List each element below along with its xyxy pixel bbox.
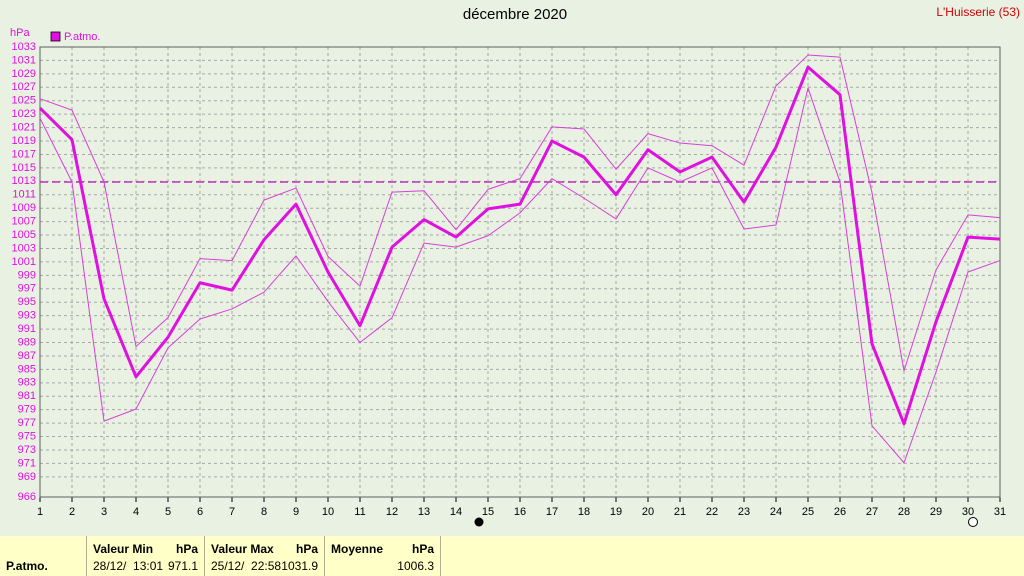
chart: décembre 2020 L'Huisserie (53) hPa 96696… xyxy=(10,5,1020,527)
x-tick-label: 31 xyxy=(994,506,1006,518)
y-tick-label: 1027 xyxy=(12,81,36,93)
y-tick-label: 981 xyxy=(18,390,36,402)
header: Valeur Max xyxy=(211,542,274,556)
y-tick-label: 973 xyxy=(18,444,36,456)
y-tick-label: 1031 xyxy=(12,54,36,66)
unit: hPa xyxy=(411,542,434,556)
x-tick-label: 30 xyxy=(962,506,974,518)
x-tick-label: 13 xyxy=(418,506,430,518)
y-tick-label: 983 xyxy=(18,377,36,389)
y-tick-label: 997 xyxy=(18,283,36,295)
y-tick-label: 1009 xyxy=(12,202,36,214)
x-tick-label: 25 xyxy=(802,506,814,518)
x-tick-label: 8 xyxy=(261,506,267,518)
cell: Valeur Max hPa 25/12/ 22:58 1031.9 xyxy=(205,536,325,576)
y-tick-label: 1015 xyxy=(12,162,36,174)
header: Moyenne xyxy=(331,542,384,556)
series-label: P.atmo. xyxy=(6,559,48,573)
x-tick-label: 2 xyxy=(69,506,75,518)
y-tick-label: 1023 xyxy=(12,108,36,120)
moon-icon xyxy=(968,517,978,527)
series-line xyxy=(38,65,1001,426)
y-tick-label: 993 xyxy=(18,310,36,322)
y-tick-label: 1001 xyxy=(12,256,36,268)
y-tick-label: 1011 xyxy=(12,189,36,201)
x-tick-label: 18 xyxy=(578,506,590,518)
y-tick-label: 1007 xyxy=(12,216,36,228)
y-tick-label: 991 xyxy=(18,323,36,335)
x-tick-label: 27 xyxy=(866,506,878,518)
value: 971.1 xyxy=(167,559,198,573)
y-tick-label: 987 xyxy=(18,350,36,362)
x-tick-label: 23 xyxy=(738,506,750,518)
y-tick-label: 1005 xyxy=(12,229,36,241)
unit: hPa xyxy=(175,542,198,556)
x-tick-label: 24 xyxy=(770,506,782,518)
x-tick-label: 17 xyxy=(546,506,558,518)
x-tick-label: 4 xyxy=(133,506,139,518)
legend-label: P.atmo. xyxy=(64,31,101,43)
x-tick-label: 6 xyxy=(197,506,203,518)
chart-title: décembre 2020 xyxy=(463,6,567,23)
x-tick-label: 22 xyxy=(706,506,718,518)
y-tick-label: 977 xyxy=(18,417,36,429)
y-tick-label: 969 xyxy=(18,471,36,483)
x-tick-label: 21 xyxy=(674,506,686,518)
x-tick-label: 28 xyxy=(898,506,910,518)
y-tick-label: 1025 xyxy=(12,95,36,107)
y-unit: hPa xyxy=(10,27,30,39)
x-tick-label: 5 xyxy=(165,506,171,518)
x-tick-label: 3 xyxy=(101,506,107,518)
cell: Moyenne hPa 1006.3 xyxy=(325,536,441,576)
y-tick-label: 1021 xyxy=(12,122,36,134)
x-tick-label: 12 xyxy=(386,506,398,518)
y-tick-label: 1013 xyxy=(12,175,36,187)
y-tick-label: 999 xyxy=(18,269,36,281)
x-tick-label: 14 xyxy=(450,506,462,518)
series-line xyxy=(39,54,1001,372)
y-tick-label: 995 xyxy=(18,296,36,308)
y-tick-label: 1003 xyxy=(12,242,36,254)
x-tick-label: 1 xyxy=(37,506,43,518)
series-line xyxy=(39,87,1001,464)
y-tick-label: 1029 xyxy=(12,68,36,80)
value: 1031.9 xyxy=(281,559,318,573)
x-tick-label: 19 xyxy=(610,506,622,518)
y-tick-label: 966 xyxy=(18,491,36,503)
y-tick-label: 989 xyxy=(18,336,36,348)
y-tick-label: 1033 xyxy=(12,41,36,53)
legend-swatch xyxy=(50,31,61,42)
x-tick-label: 7 xyxy=(229,506,235,518)
y-tick-label: 979 xyxy=(18,404,36,416)
x-tick-label: 16 xyxy=(514,506,526,518)
x-tick-label: 26 xyxy=(834,506,846,518)
date: 25/12/ 22:58 xyxy=(211,559,282,573)
unit: hPa xyxy=(295,542,318,556)
cell: Valeur Min hPa 28/12/ 13:01 971.1 xyxy=(87,536,205,576)
x-tick-label: 15 xyxy=(482,506,494,518)
y-tick-label: 985 xyxy=(18,363,36,375)
y-tick-label: 1017 xyxy=(12,148,36,160)
value: 1006.3 xyxy=(397,559,434,573)
station: L'Huisserie (53) xyxy=(936,5,1020,19)
x-tick-label: 10 xyxy=(322,506,334,518)
x-tick-label: 20 xyxy=(642,506,654,518)
x-tick-label: 29 xyxy=(930,506,942,518)
header: Valeur Min xyxy=(93,542,154,556)
y-tick-label: 975 xyxy=(18,430,36,442)
x-tick-label: 11 xyxy=(354,506,365,518)
y-tick-label: 1019 xyxy=(12,135,36,147)
x-tick-label: 9 xyxy=(293,506,299,518)
stats-table: P.atmo. Valeur Min hPa 28/12/ 13:01 971.… xyxy=(0,536,1024,576)
cell: P.atmo. xyxy=(0,536,87,576)
plot-frame xyxy=(39,46,1001,498)
y-tick-label: 971 xyxy=(18,457,36,469)
moon-icon xyxy=(474,517,484,527)
date: 28/12/ 13:01 xyxy=(93,559,164,573)
